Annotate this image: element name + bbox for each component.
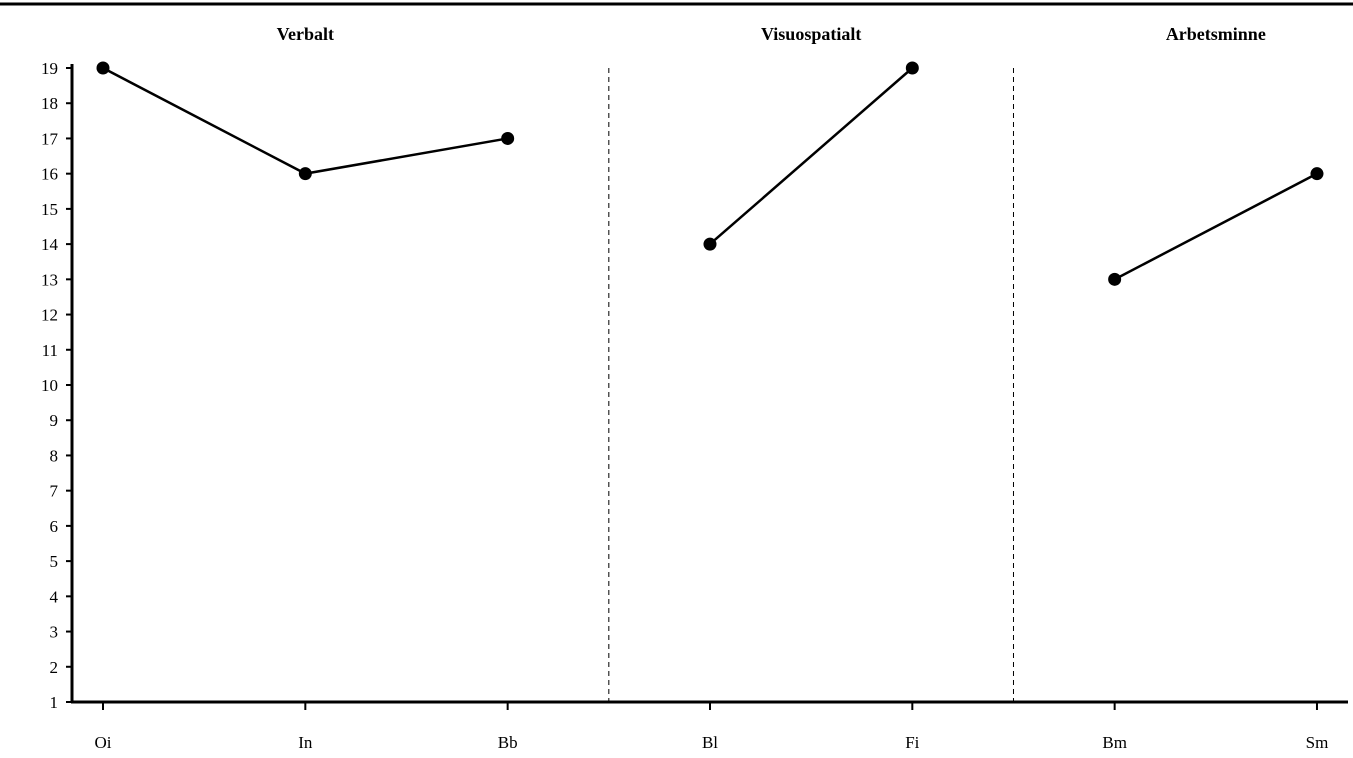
group-label: Visuospatialt [761, 24, 861, 44]
x-tick-label: Bm [1102, 733, 1127, 752]
y-tick-label: 3 [50, 623, 59, 642]
y-tick-label: 1 [50, 693, 59, 712]
y-tick-label: 9 [50, 411, 59, 430]
x-tick-label: Oi [95, 733, 112, 752]
y-tick-label: 12 [41, 306, 58, 325]
data-point [298, 167, 312, 181]
y-tick-label: 16 [41, 165, 58, 184]
y-tick-label: 11 [42, 341, 58, 360]
group-labels: Verbalt Visuospatialt Arbetsminne [277, 24, 1266, 44]
data-point [703, 237, 717, 251]
data-point [1108, 272, 1122, 286]
series-line [102, 66, 508, 175]
series-line [709, 67, 914, 246]
data-point [501, 131, 515, 145]
y-tick-label: 5 [50, 552, 59, 571]
group-label: Arbetsminne [1166, 24, 1266, 44]
y-tick-label: 13 [41, 270, 58, 289]
y-tick-label: 6 [50, 517, 59, 536]
y-tick-label: 18 [41, 94, 58, 113]
y-tick-label: 8 [50, 446, 59, 465]
x-axis-ticks: Oi In Bb Bl Fi Bm Sm [95, 702, 1329, 752]
group-label: Verbalt [277, 24, 334, 44]
data-point [905, 61, 919, 75]
y-tick-label: 14 [41, 235, 59, 254]
y-tick-label: 4 [50, 587, 59, 606]
y-tick-label: 19 [41, 59, 58, 78]
x-tick-label: In [298, 733, 313, 752]
x-tick-label: Sm [1306, 733, 1329, 752]
y-tick-label: 15 [41, 200, 58, 219]
x-tick-label: Bl [702, 733, 718, 752]
data-point [1310, 167, 1324, 181]
y-tick-label: 7 [50, 482, 59, 501]
data-point [96, 61, 110, 75]
data-points [96, 61, 1324, 286]
y-tick-label: 10 [41, 376, 58, 395]
x-tick-label: Fi [905, 733, 919, 752]
y-tick-label: 2 [50, 658, 59, 677]
series-line [1114, 172, 1318, 281]
group-separators [608, 68, 1014, 702]
y-tick-label: 17 [41, 129, 59, 148]
axes [70, 64, 1348, 704]
x-tick-label: Bb [498, 733, 518, 752]
